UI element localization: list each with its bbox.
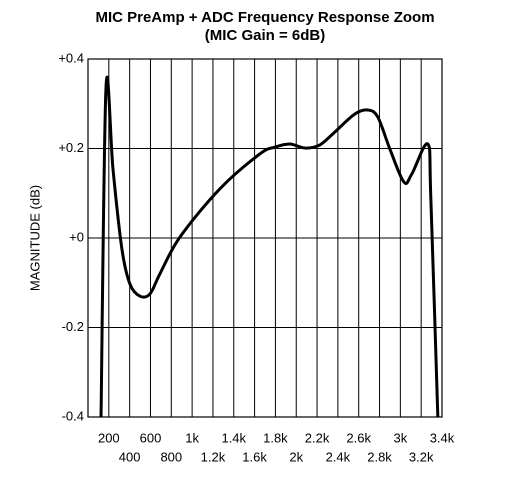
y-tick-label: -0.4 xyxy=(62,408,84,423)
x-tick-label: 3.4k xyxy=(430,430,455,445)
x-tick-label: 1.4k xyxy=(221,430,246,445)
x-tick-label: 200 xyxy=(98,430,120,445)
x-tick-label: 2.6k xyxy=(346,430,371,445)
y-tick-label: +0.4 xyxy=(58,50,84,65)
y-tick-label: +0.2 xyxy=(58,140,84,155)
y-axis-label: MAGNITUDE (dB) xyxy=(27,185,42,291)
x-tick-label: 800 xyxy=(160,449,182,464)
plot-frame xyxy=(87,58,443,418)
y-tick-label: -0.2 xyxy=(62,319,84,334)
x-tick-label: 2.2k xyxy=(305,430,330,445)
chart-title: MIC PreAmp + ADC Frequency Response Zoom xyxy=(95,9,434,26)
x-tick-label: 3.2k xyxy=(409,449,434,464)
x-tick-label: 2.4k xyxy=(326,449,351,464)
x-tick-label: 2k xyxy=(289,449,303,464)
chart-subtitle: (MIC Gain = 6dB) xyxy=(205,27,325,44)
response-line xyxy=(99,75,440,418)
x-tick-label: 1.8k xyxy=(263,430,288,445)
x-tick-label: 1.6k xyxy=(242,449,267,464)
y-tick-label: +0 xyxy=(69,229,84,244)
x-tick-label: 3k xyxy=(393,430,407,445)
x-tick-label: 600 xyxy=(140,430,162,445)
x-tick-label: 1.2k xyxy=(201,449,226,464)
x-tick-label: 2.8k xyxy=(367,449,392,464)
x-tick-label: 400 xyxy=(119,449,141,464)
x-tick-label: 1k xyxy=(185,430,199,445)
